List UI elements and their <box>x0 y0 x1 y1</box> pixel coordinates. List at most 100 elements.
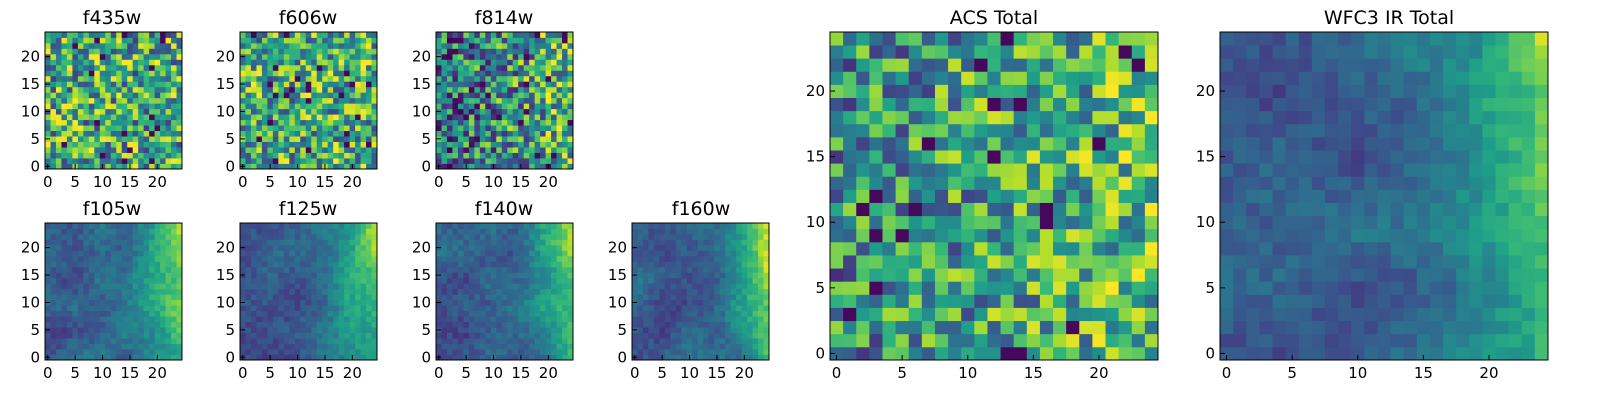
heatmap-cell <box>261 136 268 142</box>
heatmap-cell <box>468 327 475 333</box>
heatmap-cell <box>176 233 183 240</box>
heatmap-cell <box>50 299 57 306</box>
heatmap-cell <box>371 64 378 71</box>
heatmap-cell <box>452 108 459 115</box>
heatmap-cell <box>681 338 688 344</box>
heatmap-cell <box>250 86 257 93</box>
heatmap-cell <box>934 294 949 308</box>
heatmap-cell <box>160 119 166 126</box>
heatmap-cell <box>256 261 263 268</box>
heatmap-cell <box>457 86 464 93</box>
heatmap-cell <box>708 261 715 268</box>
heatmap-cell <box>1131 136 1146 151</box>
heatmap-cell <box>1118 255 1133 269</box>
heatmap-cell <box>675 266 682 273</box>
heatmap-cell <box>94 53 101 60</box>
heatmap-cell <box>322 152 329 159</box>
heatmap-cell <box>72 228 79 235</box>
heatmap-cell <box>1013 320 1028 335</box>
heatmap-cell <box>327 158 334 164</box>
heatmap-cell <box>256 332 263 339</box>
heatmap-cell <box>562 119 568 126</box>
heatmap-cell <box>344 141 350 148</box>
heatmap-cell <box>121 64 128 71</box>
heatmap-cell <box>245 136 252 142</box>
heatmap-cell <box>143 158 150 164</box>
heatmap-cell <box>948 346 962 361</box>
heatmap-cell <box>333 299 340 306</box>
heatmap-cell <box>250 108 257 115</box>
heatmap-cell <box>518 250 525 257</box>
heatmap-cell <box>250 250 257 257</box>
heatmap-cell <box>1092 163 1106 177</box>
heatmap-cell <box>642 255 649 262</box>
heatmap-cell <box>664 266 671 273</box>
heatmap-cell <box>1144 294 1159 308</box>
heatmap-cell <box>289 81 296 88</box>
heatmap-cell <box>371 321 378 328</box>
heatmap-cell <box>360 354 367 361</box>
heatmap-cell <box>99 332 106 339</box>
heatmap-cell <box>1079 123 1093 138</box>
heatmap-cell <box>366 349 372 355</box>
heatmap-cell <box>160 349 166 355</box>
heatmap-cell <box>664 277 671 284</box>
heatmap-cell <box>327 272 334 279</box>
heatmap-cell <box>741 261 748 268</box>
heatmap-cell <box>556 321 563 328</box>
heatmap-cell <box>371 239 378 246</box>
heatmap-cell <box>283 141 290 148</box>
heatmap-cell <box>725 288 732 295</box>
heatmap-cell <box>1066 281 1080 295</box>
x-tick-label: 5 <box>70 173 80 191</box>
heatmap-cell <box>485 59 492 66</box>
heatmap-cell <box>714 327 721 333</box>
heatmap-cell <box>154 261 161 268</box>
heatmap-cell <box>512 48 519 55</box>
heatmap-cell <box>165 239 172 246</box>
heatmap-cell <box>436 92 442 99</box>
heatmap-cell <box>730 244 737 251</box>
heatmap-cell <box>758 332 764 339</box>
heatmap-cell <box>272 321 279 328</box>
heatmap-cell <box>83 327 90 333</box>
heatmap-cell <box>300 321 307 328</box>
heatmap-cell <box>474 277 481 284</box>
heatmap-cell <box>479 354 486 361</box>
heatmap-cell <box>446 81 453 88</box>
heatmap-cell <box>632 332 638 339</box>
heatmap-cell <box>974 320 988 335</box>
heatmap-cell <box>556 97 563 104</box>
heatmap-cell <box>245 48 252 55</box>
heatmap-cell <box>507 343 514 350</box>
heatmap-cell <box>719 349 726 355</box>
heatmap-cell <box>529 114 536 121</box>
heatmap-cell <box>670 305 677 312</box>
heatmap-cell <box>556 147 563 153</box>
heatmap-cell <box>708 354 715 361</box>
heatmap-cell <box>725 305 732 312</box>
heatmap-cell <box>496 119 503 126</box>
heatmap-cell <box>294 299 301 306</box>
heatmap-cell <box>121 327 128 333</box>
heatmap-cell <box>446 103 453 110</box>
heatmap-cell <box>256 152 263 159</box>
heatmap-cell <box>534 108 541 115</box>
heatmap-cell <box>452 125 459 132</box>
y-tick-label: 15 <box>21 266 40 284</box>
heatmap-cell <box>653 327 660 333</box>
heatmap-cell <box>562 250 568 257</box>
heatmap-cell <box>758 244 764 251</box>
heatmap-cell <box>708 305 715 312</box>
heatmap-cell <box>501 354 508 361</box>
heatmap-cell <box>55 266 62 273</box>
heatmap-cell <box>681 233 688 240</box>
heatmap-cell <box>567 310 574 317</box>
heatmap-cell <box>686 327 693 333</box>
heatmap-cell <box>99 288 106 295</box>
heatmap-cell <box>830 228 844 243</box>
heatmap-cell <box>496 32 503 38</box>
heatmap-cell <box>556 75 563 82</box>
heatmap-cell <box>446 108 453 115</box>
heatmap-cell <box>463 53 470 60</box>
